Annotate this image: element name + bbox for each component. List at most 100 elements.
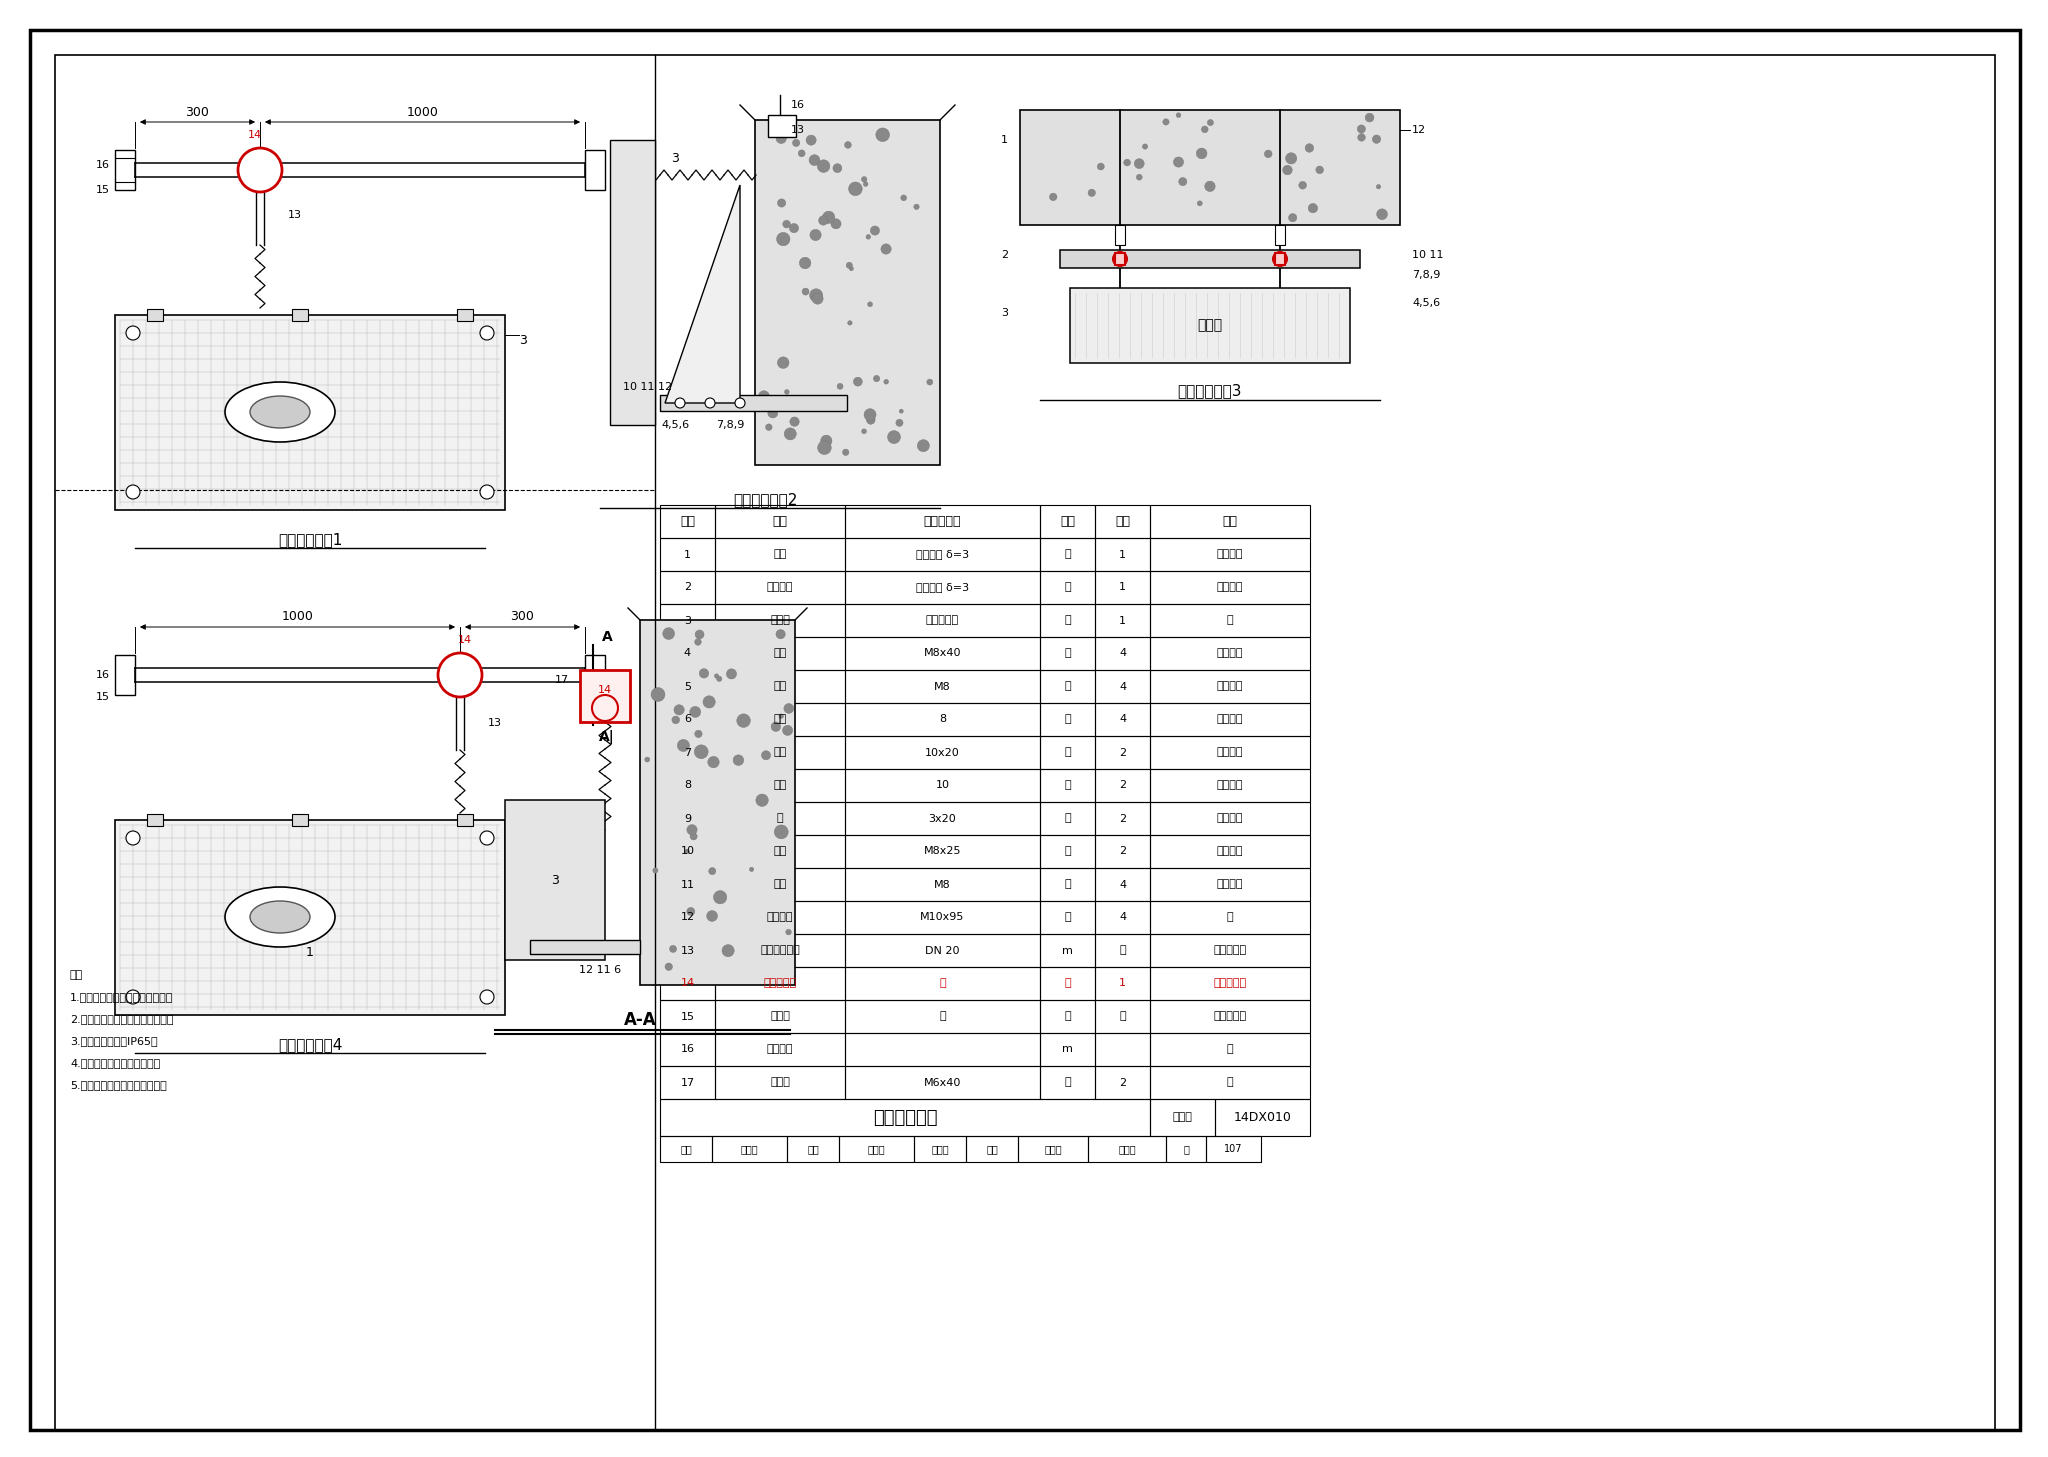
Text: 15: 15 [680, 1011, 694, 1021]
Circle shape [694, 745, 709, 759]
Circle shape [842, 449, 850, 456]
Bar [846, 900, 1040, 934]
Ellipse shape [225, 382, 336, 441]
Bar [1096, 1067, 1151, 1099]
Circle shape [817, 441, 831, 455]
Circle shape [127, 485, 139, 498]
Bar [1151, 670, 1311, 702]
Circle shape [1376, 208, 1386, 220]
Text: 数量: 数量 [1114, 514, 1130, 527]
Bar [457, 814, 473, 826]
Circle shape [877, 128, 889, 141]
Text: 2: 2 [1118, 781, 1126, 791]
Bar [1114, 254, 1124, 265]
Text: DN 20: DN 20 [926, 946, 961, 956]
Text: 4: 4 [1118, 648, 1126, 659]
Circle shape [1087, 189, 1096, 197]
Circle shape [715, 673, 719, 678]
Bar [713, 1136, 786, 1163]
Bar [715, 506, 846, 538]
Bar [1151, 605, 1311, 637]
Text: 单位: 单位 [1061, 514, 1075, 527]
Text: M8: M8 [934, 682, 950, 692]
Circle shape [723, 944, 733, 957]
Text: 审核: 审核 [680, 1144, 692, 1154]
Text: 13: 13 [487, 718, 502, 728]
Circle shape [664, 628, 674, 640]
Text: 300: 300 [186, 105, 209, 118]
Circle shape [791, 417, 799, 427]
Circle shape [1208, 119, 1214, 125]
Circle shape [872, 376, 881, 382]
Circle shape [1315, 166, 1323, 173]
Circle shape [709, 867, 717, 874]
Circle shape [1049, 194, 1057, 201]
Bar [715, 801, 846, 835]
Circle shape [707, 911, 717, 921]
Bar [846, 1067, 1040, 1099]
Circle shape [651, 688, 666, 701]
Text: 14: 14 [459, 635, 471, 645]
Text: 7,8,9: 7,8,9 [717, 420, 743, 430]
Circle shape [819, 216, 827, 226]
Text: 11: 11 [680, 880, 694, 890]
Bar [1151, 1033, 1311, 1067]
Bar [1151, 934, 1311, 967]
Bar [1214, 1099, 1311, 1136]
Text: 灯具配电: 灯具配电 [1217, 682, 1243, 692]
Text: 14: 14 [248, 130, 262, 140]
Circle shape [672, 715, 680, 724]
Circle shape [782, 726, 793, 736]
Text: 12: 12 [1411, 125, 1425, 136]
Text: 防水接线盒: 防水接线盒 [764, 979, 797, 988]
Text: M8: M8 [934, 880, 950, 890]
Circle shape [762, 750, 770, 761]
Circle shape [778, 357, 788, 369]
Circle shape [1286, 153, 1296, 165]
Text: 1: 1 [684, 549, 690, 559]
Bar [586, 656, 604, 695]
Bar [1096, 801, 1151, 835]
Text: 4,5,6: 4,5,6 [662, 420, 688, 430]
Bar [1040, 868, 1096, 900]
Text: 设计: 设计 [987, 1144, 997, 1154]
Circle shape [690, 707, 700, 717]
Circle shape [848, 182, 862, 195]
Text: 3: 3 [551, 874, 559, 886]
Bar [846, 571, 1040, 605]
Bar [846, 769, 1040, 801]
Bar [659, 1067, 715, 1099]
Circle shape [788, 223, 799, 233]
Text: 3: 3 [672, 152, 680, 165]
Polygon shape [666, 185, 739, 404]
Circle shape [834, 163, 842, 172]
Bar [715, 538, 846, 571]
Circle shape [1264, 150, 1272, 157]
Bar [659, 801, 715, 835]
Circle shape [735, 398, 745, 408]
Bar [1096, 736, 1151, 769]
Text: 由施工确定: 由施工确定 [1212, 1011, 1247, 1021]
Bar [1151, 900, 1311, 934]
Text: 个: 个 [1065, 549, 1071, 559]
Bar [1096, 868, 1151, 900]
Circle shape [694, 629, 705, 640]
Bar [1276, 254, 1284, 265]
Bar [846, 934, 1040, 967]
Text: 16: 16 [680, 1045, 694, 1055]
Text: 3x20: 3x20 [928, 813, 956, 823]
Text: 7: 7 [684, 747, 690, 758]
Bar [786, 1136, 840, 1163]
Bar [846, 702, 1040, 736]
Text: 个: 个 [1065, 813, 1071, 823]
Text: 1: 1 [1001, 136, 1008, 146]
Text: 灯具配电: 灯具配电 [1217, 549, 1243, 559]
Text: 4: 4 [1118, 880, 1126, 890]
Bar [1165, 1136, 1206, 1163]
Bar [1040, 538, 1096, 571]
Text: 3.灯具防护等级为IP65。: 3.灯具防护等级为IP65。 [70, 1036, 158, 1046]
Text: 隧道灯: 隧道灯 [770, 615, 791, 625]
Bar [1040, 801, 1096, 835]
Circle shape [928, 379, 932, 385]
Text: 4,5,6: 4,5,6 [1411, 299, 1440, 307]
